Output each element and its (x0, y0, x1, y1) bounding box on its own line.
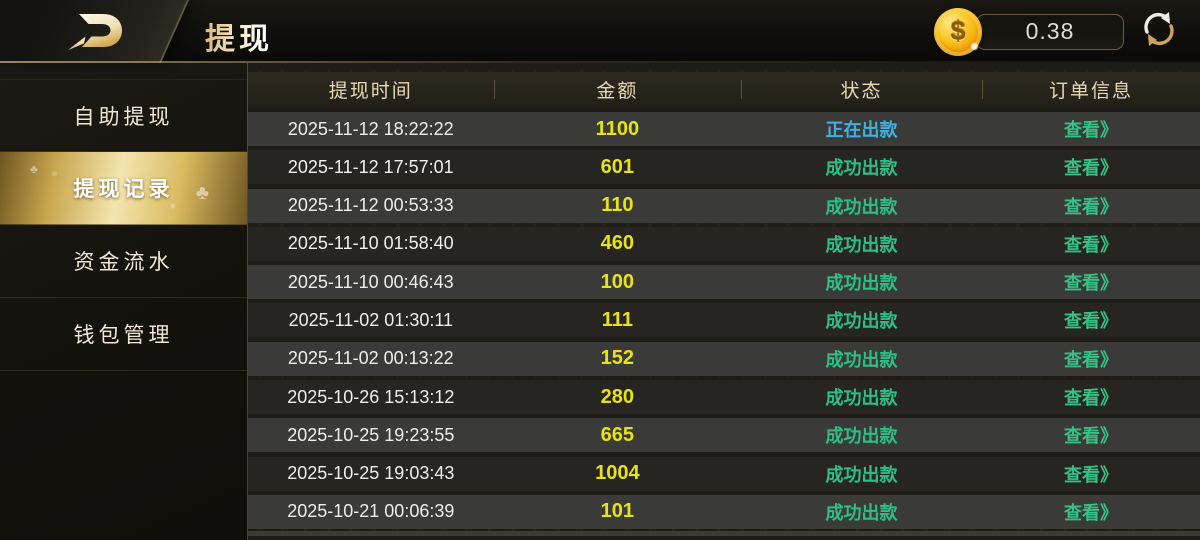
cell-status: 成功出款 (825, 234, 898, 255)
table-row: 2025-10-25 19:03:43 1004 成功出款 查看》 (248, 456, 1200, 491)
cell-time: 2025-11-12 18:22:22 (287, 118, 454, 139)
view-link[interactable]: 查看》 (1063, 234, 1118, 255)
cell-time: 2025-11-10 00:46:43 (287, 271, 454, 292)
cell-time: 2025-11-02 00:13:22 (287, 348, 454, 369)
sidebar-item-label: 提现记录 (73, 178, 174, 201)
view-link[interactable]: 查看》 (1063, 426, 1118, 447)
table-row: 2025-11-10 01:58:40 460 成功出款 查看》 (248, 226, 1200, 261)
sidebar-item-钱包管理[interactable]: 钱包管理 (0, 298, 247, 371)
view-link[interactable]: 查看》 (1063, 273, 1118, 294)
table-row: 2025-11-12 18:22:22 1100 正在出款 查看》 (248, 112, 1200, 146)
table-header: 提现时间 金额 状态 订单信息 (248, 72, 1200, 107)
table-row: 2025-10-26 15:13:12 280 成功出款 查看》 (248, 380, 1200, 415)
cell-time: 2025-11-12 17:57:01 (287, 156, 454, 177)
view-link[interactable]: 查看》 (1063, 349, 1118, 370)
table-row: 2025-10-25 19:23:55 665 成功出款 查看》 (248, 418, 1200, 453)
table-row: 2025-11-02 01:30:11 111 成功出款 查看》 (248, 303, 1200, 338)
cell-amount: 110 (601, 194, 634, 217)
cell-time: 2025-10-26 15:13:12 (287, 386, 455, 407)
sidebar-item-资金流水[interactable]: 资金流水 (0, 225, 247, 298)
sidebar-item-label: 自助提现 (73, 105, 174, 129)
column-header-amount: 金额 (493, 72, 742, 107)
cell-status: 成功出款 (825, 196, 898, 217)
refresh-button[interactable] (1138, 11, 1180, 53)
view-link[interactable]: 查看》 (1063, 158, 1118, 179)
app-logo-icon (62, 9, 126, 60)
cell-time: 2025-10-21 00:06:39 (287, 501, 455, 522)
cell-status: 成功出款 (825, 464, 898, 485)
table-row: 2025-10-21 00:06:39 101 成功出款 查看》 (248, 494, 1200, 529)
cell-amount: 111 (601, 308, 633, 331)
page-title: 提现 (205, 14, 273, 58)
cell-amount: 100 (600, 270, 635, 293)
cell-status: 正在出款 (825, 120, 898, 140)
main-layout: 自助提现 提现记录 资金流水 钱包管理 提现时间 金额 状态 订单信息 2025… (0, 63, 1200, 540)
cell-status: 成功出款 (825, 502, 898, 523)
view-link[interactable]: 查看》 (1063, 196, 1118, 217)
partial-next-row (248, 531, 1200, 537)
cell-status: 成功出款 (825, 311, 898, 332)
cell-status: 成功出款 (825, 426, 898, 447)
cell-status: 成功出款 (825, 388, 898, 409)
cell-amount: 460 (600, 232, 635, 255)
cell-amount: 280 (600, 385, 635, 408)
view-link[interactable]: 查看》 (1063, 502, 1118, 523)
table-row: 2025-11-02 00:13:22 152 成功出款 查看》 (248, 341, 1200, 376)
cell-time: 2025-11-02 01:30:11 (288, 309, 454, 330)
cell-status: 成功出款 (825, 158, 898, 179)
view-link[interactable]: 查看》 (1063, 388, 1118, 409)
cell-time: 2025-11-12 00:53:33 (287, 195, 454, 216)
balance-display: 0.38 (976, 13, 1124, 50)
cell-status: 成功出款 (825, 273, 898, 294)
cell-amount: 601 (600, 155, 635, 178)
cell-amount: 152 (600, 347, 635, 370)
cell-status: 成功出款 (825, 349, 898, 370)
sidebar-item-提现记录[interactable]: 提现记录 (0, 152, 247, 225)
sidebar-item-自助提现[interactable]: 自助提现 (0, 79, 247, 152)
balance-group: $ 0.38 (934, 0, 1180, 63)
column-header-status: 状态 (741, 72, 982, 107)
table-row: 2025-11-10 00:46:43 100 成功出款 查看》 (248, 265, 1200, 300)
cell-amount: 101 (600, 500, 635, 523)
dollar-coin-icon: $ (934, 7, 982, 56)
sidebar-item-label: 资金流水 (73, 251, 174, 274)
cell-time: 2025-11-10 01:58:40 (287, 233, 454, 254)
sidebar-nav: 自助提现 提现记录 资金流水 钱包管理 (0, 63, 248, 540)
cell-amount: 1004 (595, 462, 640, 485)
cell-amount: 665 (600, 423, 635, 446)
column-header-time: 提现时间 (328, 81, 413, 102)
view-link[interactable]: 查看》 (1063, 464, 1118, 485)
view-link[interactable]: 查看》 (1063, 311, 1118, 332)
cell-time: 2025-10-25 19:03:43 (287, 463, 455, 484)
cell-amount: 1100 (595, 117, 640, 140)
refresh-icon (1139, 9, 1179, 54)
table-row: 2025-11-12 17:57:01 601 成功出款 查看》 (248, 150, 1200, 185)
column-header-order: 订单信息 (981, 72, 1200, 107)
balance-value: 0.38 (1025, 18, 1075, 44)
sidebar-item-label: 钱包管理 (73, 324, 174, 347)
table-row: 2025-11-12 00:53:33 110 成功出款 查看》 (248, 188, 1200, 223)
topbar: 提现 $ 0.38 (0, 0, 1200, 63)
view-link[interactable]: 查看》 (1063, 120, 1118, 140)
records-panel: 提现时间 金额 状态 订单信息 2025-11-12 18:22:22 1100… (248, 63, 1200, 540)
table-body: 2025-11-12 18:22:22 1100 正在出款 查看》 2025-1… (248, 112, 1200, 529)
coin-symbol: $ (950, 16, 966, 46)
cell-time: 2025-10-25 19:23:55 (287, 424, 455, 445)
